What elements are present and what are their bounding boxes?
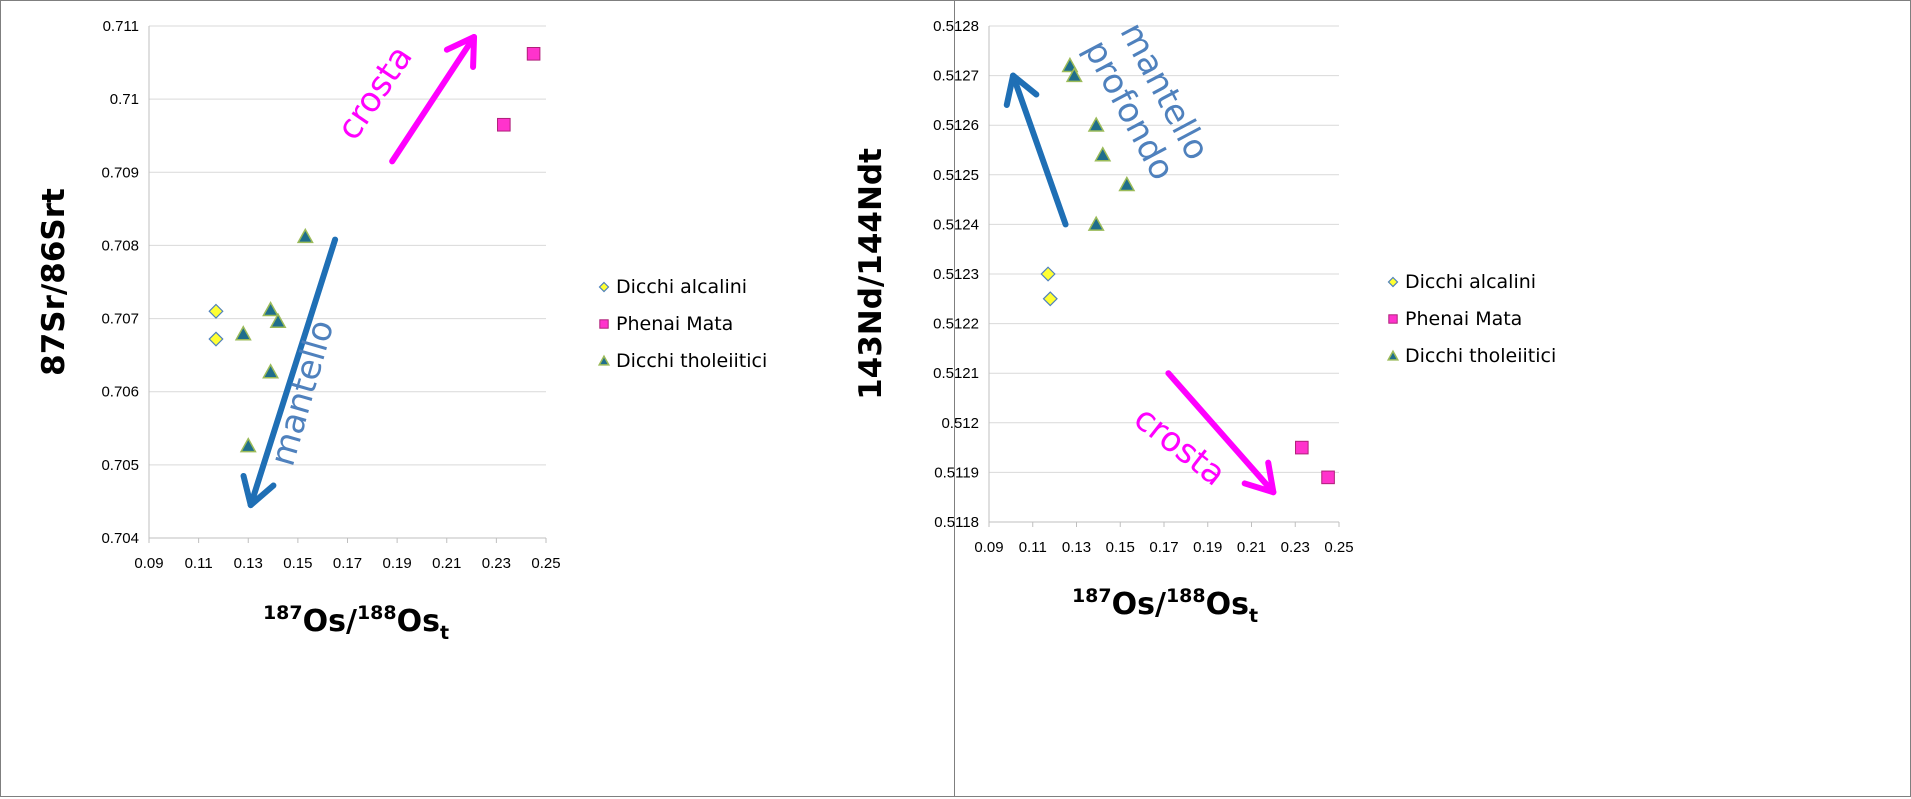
data-point-square — [1321, 470, 1335, 485]
x-tick-label: 0.21 — [432, 555, 461, 572]
data-point-triangle — [1094, 146, 1112, 162]
annotation-arrow-shaft — [389, 33, 478, 165]
x-axis-label: 187Os/188Ost — [263, 602, 449, 644]
x-tick-label: 0.11 — [185, 555, 213, 572]
y-tick-label: 0.708 — [101, 237, 139, 254]
annotation-label: crosta — [329, 38, 421, 147]
data-point-diamond — [208, 303, 224, 319]
x-tick-label: 0.13 — [1062, 539, 1091, 556]
y-tick-label: 0.5128 — [933, 18, 979, 35]
x-tick-label: 0.17 — [333, 555, 362, 572]
data-point-square — [526, 46, 541, 61]
annotation-arrow-head — [1241, 459, 1277, 496]
y-tick-label: 0.704 — [101, 530, 139, 547]
annotation-arrow-shaft — [1010, 72, 1069, 228]
y-tick-label: 0.706 — [101, 384, 139, 401]
data-point-triangle — [1118, 175, 1136, 192]
legend-marker-triangle — [1386, 349, 1400, 361]
y-axis-label: 87Sr/86Srt — [36, 188, 72, 376]
annotation-arrow-shaft — [247, 236, 339, 509]
legend-marker-square — [1388, 314, 1398, 324]
data-point-triangle — [234, 325, 252, 341]
x-axis-label-part: t — [1249, 605, 1258, 627]
data-point-triangle — [1087, 116, 1105, 132]
annotation-arrow-shaft — [1165, 370, 1277, 496]
data-point-triangle — [1065, 66, 1083, 83]
data-point-diamond — [208, 331, 224, 347]
y-tick-label: 0.5121 — [933, 365, 979, 382]
x-tick-label: 0.21 — [1237, 539, 1266, 556]
x-axis-label-part: 188 — [1166, 585, 1206, 607]
legend-label: Dicchi alcalini — [1405, 271, 1536, 293]
x-axis-label-part: 187 — [1072, 585, 1112, 607]
y-tick-label: 0.5122 — [933, 316, 979, 333]
x-axis-label-part: t — [440, 622, 449, 644]
data-point-square — [1295, 440, 1309, 455]
data-point-diamond — [1040, 266, 1056, 282]
x-axis-label: 187Os/188Ost — [1072, 585, 1258, 627]
data-point-triangle — [262, 363, 280, 379]
legend-label: Dicchi alcalini — [616, 276, 747, 298]
data-point-triangle — [296, 227, 314, 244]
y-tick-label: 0.5123 — [933, 266, 979, 283]
left-chart-panel: 0.704 0.705 0.706 0.707 0.708 0.709 0.71 0.711 0… — [0, 0, 955, 797]
legend-marker-square — [599, 319, 609, 329]
legend-label: Phenai Mata — [1405, 308, 1522, 330]
x-tick-label: 0.25 — [531, 555, 560, 572]
y-tick-label: 0.5125 — [933, 167, 979, 184]
x-axis-label-part: Os/ — [303, 604, 357, 639]
annotation-arrow-head — [240, 472, 277, 509]
right-chart-panel: 0.5118 0.5119 0.512 0.5121 0.5122 0.5123 0.512… — [853, 0, 1911, 797]
data-point-triangle — [239, 437, 257, 453]
legend-marker-diamond — [598, 281, 610, 293]
data-point-triangle — [1061, 56, 1079, 73]
y-tick-label: 0.709 — [101, 164, 139, 181]
x-axis-label-part: Os/ — [1112, 587, 1166, 622]
annotation-label: crosta — [1126, 398, 1233, 494]
x-tick-label: 0.23 — [482, 555, 511, 572]
x-tick-label: 0.09 — [134, 555, 163, 572]
x-tick-label: 0.25 — [1324, 539, 1353, 556]
annotation-arrow-head — [443, 33, 478, 70]
y-tick-label: 0.705 — [101, 457, 139, 474]
annotation-arrow-head — [1003, 72, 1040, 108]
x-tick-label: 0.23 — [1281, 539, 1310, 556]
x-axis-label-part: 187 — [263, 602, 303, 624]
y-axis-label: 143Nd/144Ndt — [853, 148, 889, 400]
x-tick-label: 0.15 — [283, 555, 312, 572]
y-tick-label: 0.5124 — [933, 216, 979, 233]
data-point-diamond — [1042, 291, 1058, 307]
legend-marker-triangle — [597, 354, 611, 366]
data-point-square — [497, 117, 511, 132]
legend-label: Phenai Mata — [616, 313, 733, 335]
x-tick-label: 0.19 — [383, 555, 412, 572]
x-tick-label: 0.11 — [1019, 539, 1047, 556]
annotation-label: mantello — [263, 316, 343, 471]
y-tick-label: 0.5118 — [934, 514, 979, 531]
data-point-triangle — [269, 312, 287, 329]
y-tick-label: 0.512 — [941, 415, 979, 432]
y-tick-label: 0.5119 — [934, 464, 979, 481]
x-tick-label: 0.09 — [974, 539, 1003, 556]
data-point-triangle — [1087, 215, 1105, 231]
chart-nd-vs-os: 0.5118 0.5119 0.512 0.5121 0.5122 0.5123 0.512… — [853, 16, 1556, 627]
chart-sr-vs-os: 0.704 0.705 0.706 0.707 0.708 0.709 0.71 0.711 0… — [36, 18, 767, 644]
y-tick-label: 0.5127 — [933, 68, 979, 85]
data-point-triangle — [262, 301, 280, 317]
legend-label: Dicchi tholeiitici — [616, 350, 767, 372]
x-tick-label: 0.15 — [1106, 539, 1135, 556]
y-tick-label: 0.5126 — [933, 117, 979, 134]
x-axis-label-part: Os — [1206, 587, 1249, 622]
x-tick-label: 0.17 — [1149, 539, 1178, 556]
y-tick-label: 0.71 — [110, 91, 139, 108]
y-tick-label: 0.707 — [101, 311, 139, 328]
legend-marker-diamond — [1387, 276, 1399, 288]
x-axis-label-part: 188 — [357, 602, 397, 624]
x-tick-label: 0.19 — [1193, 539, 1222, 556]
legend-label: Dicchi tholeiitici — [1405, 345, 1556, 367]
y-tick-label: 0.711 — [103, 18, 139, 35]
x-axis-label-part: Os — [397, 604, 440, 639]
x-tick-label: 0.13 — [234, 555, 263, 572]
